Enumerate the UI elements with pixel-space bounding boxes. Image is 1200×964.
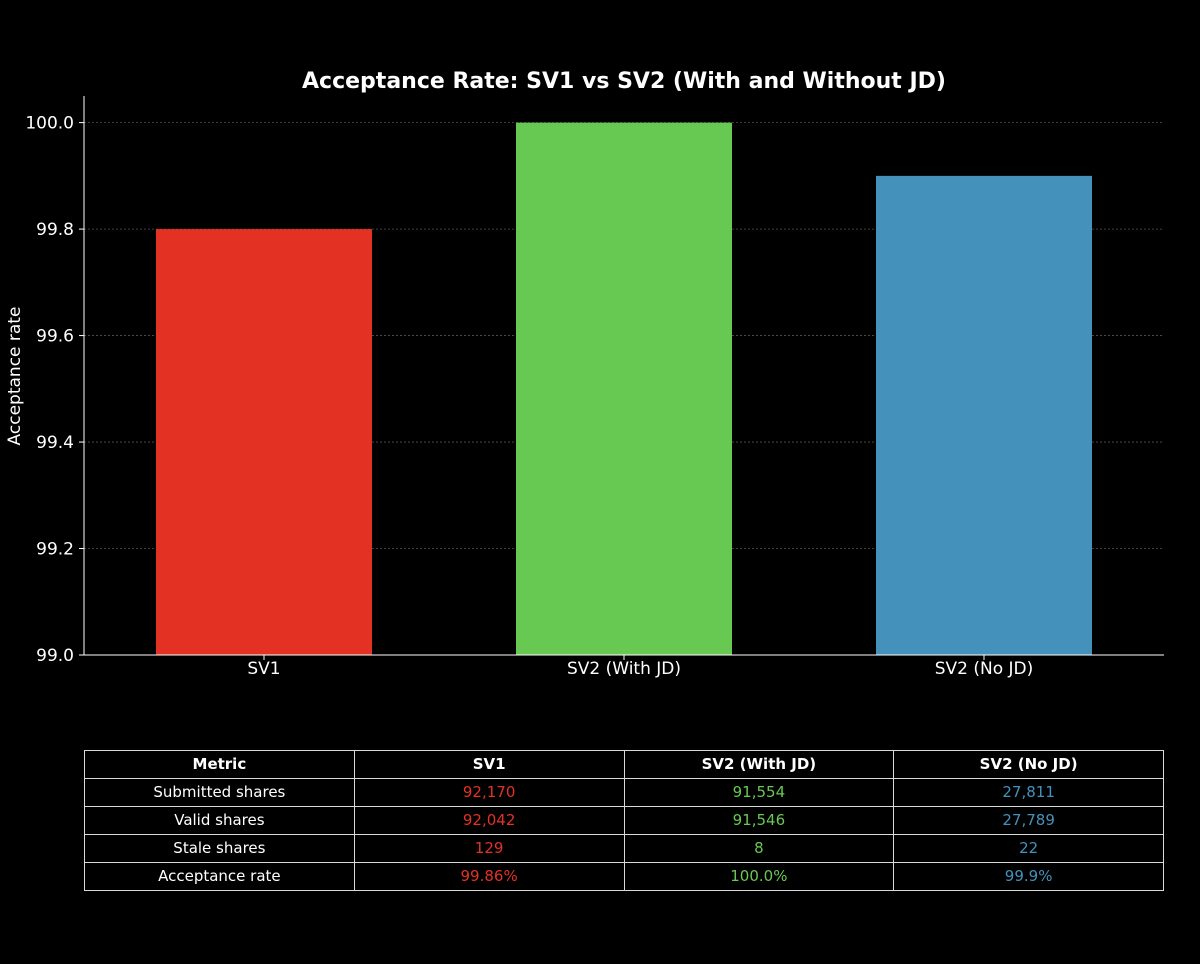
y-tick-label: 99.4 bbox=[36, 433, 74, 453]
cell-sv2-no-jd: 27,789 bbox=[893, 806, 1164, 835]
cell-sv2-no-jd: 22 bbox=[893, 834, 1164, 863]
bar-chart: Acceptance Rate: SV1 vs SV2 (With and Wi… bbox=[5, 69, 1164, 679]
table-row: Stale shares 129 8 22 bbox=[84, 834, 1164, 863]
bar bbox=[876, 175, 1092, 655]
header-metric: Metric bbox=[84, 750, 355, 779]
y-tick-label: 99.2 bbox=[36, 540, 74, 560]
table-row: Valid shares 92,042 91,546 27,789 bbox=[84, 806, 1164, 835]
bar bbox=[156, 229, 372, 655]
x-tick-label: SV2 (No JD) bbox=[935, 659, 1034, 679]
row-metric: Stale shares bbox=[84, 834, 355, 863]
x-tick-label: SV1 bbox=[247, 659, 280, 679]
row-metric: Valid shares bbox=[84, 806, 355, 835]
cell-sv2-no-jd: 27,811 bbox=[893, 778, 1164, 807]
x-tick-label: SV2 (With JD) bbox=[567, 659, 681, 679]
cell-sv1: 92,170 bbox=[353, 778, 625, 807]
row-metric: Acceptance rate bbox=[84, 862, 355, 891]
bars bbox=[156, 122, 1092, 656]
header-sv2-no-jd: SV2 (No JD) bbox=[893, 750, 1164, 779]
cell-sv2-with-jd: 8 bbox=[623, 834, 895, 863]
cell-sv2-with-jd: 91,554 bbox=[623, 778, 895, 807]
table-row: Submitted shares 92,170 91,554 27,811 bbox=[84, 778, 1164, 807]
cell-sv1: 129 bbox=[353, 834, 625, 863]
chart-title: Acceptance Rate: SV1 vs SV2 (With and Wi… bbox=[302, 69, 946, 94]
cell-sv2-with-jd: 100.0% bbox=[623, 862, 895, 891]
axes: 99.0 99.2 99.4 99.6 99.8 100.0 SV1 SV2 (With JD… bbox=[25, 96, 1164, 679]
y-tick-label: 99.8 bbox=[36, 220, 74, 240]
cell-sv1: 99.86% bbox=[353, 862, 625, 891]
table-row: Acceptance rate 99.86% 100.0% 99.9% bbox=[84, 862, 1164, 891]
cell-sv1: 92,042 bbox=[353, 806, 625, 835]
bar bbox=[516, 122, 732, 656]
y-tick-label: 99.6 bbox=[36, 327, 74, 347]
row-metric: Submitted shares bbox=[84, 778, 355, 807]
cell-sv2-with-jd: 91,546 bbox=[623, 806, 895, 835]
y-axis-label: Acceptance rate bbox=[5, 307, 25, 446]
table-header-row: Metric SV1 SV2 (With JD) SV2 (No JD) bbox=[84, 750, 1164, 779]
y-tick-label: 100.0 bbox=[25, 114, 74, 134]
header-sv2-with-jd: SV2 (With JD) bbox=[623, 750, 895, 779]
header-sv1: SV1 bbox=[353, 750, 625, 779]
stats-table: Metric SV1 SV2 (With JD) SV2 (No JD) Sub… bbox=[84, 750, 1164, 891]
y-tick-label: 99.0 bbox=[36, 646, 74, 666]
cell-sv2-no-jd: 99.9% bbox=[893, 862, 1164, 891]
